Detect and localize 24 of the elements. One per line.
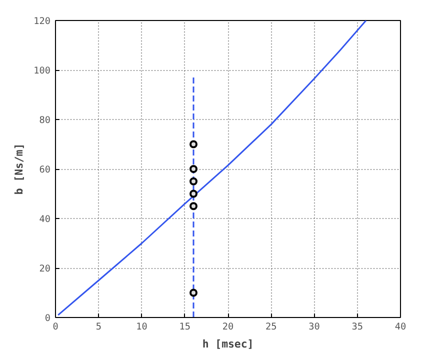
point [190, 190, 198, 198]
x-tick-label: 25 [266, 322, 277, 332]
x-tick-label: 10 [136, 322, 148, 332]
y-tick-label: 40 [39, 214, 51, 225]
x-tick-label: 20 [222, 322, 234, 332]
point [190, 288, 198, 297]
y-tick-label: 0 [44, 313, 51, 324]
x-tick-label: 5 [96, 322, 102, 332]
x-tick-label: 15 [179, 322, 190, 332]
point [190, 165, 198, 173]
point [190, 202, 198, 210]
x-tick-label: 35 [352, 322, 363, 332]
x-axis-title: h [msec] [202, 338, 254, 350]
y-tick-label: 100 [34, 66, 51, 76]
point [190, 140, 198, 148]
y-tick-label: 20 [39, 264, 51, 274]
y-tick-label: 60 [39, 164, 51, 176]
x-tick-label: 30 [308, 322, 320, 332]
x-tick-label: 40 [394, 322, 406, 332]
y-tick-label: 80 [39, 115, 51, 126]
x-tick-label: 0 [52, 322, 59, 332]
y-tick-label: 120 [34, 16, 51, 27]
point [190, 177, 198, 186]
y-axis-title: b [Ns/m] [12, 143, 26, 195]
